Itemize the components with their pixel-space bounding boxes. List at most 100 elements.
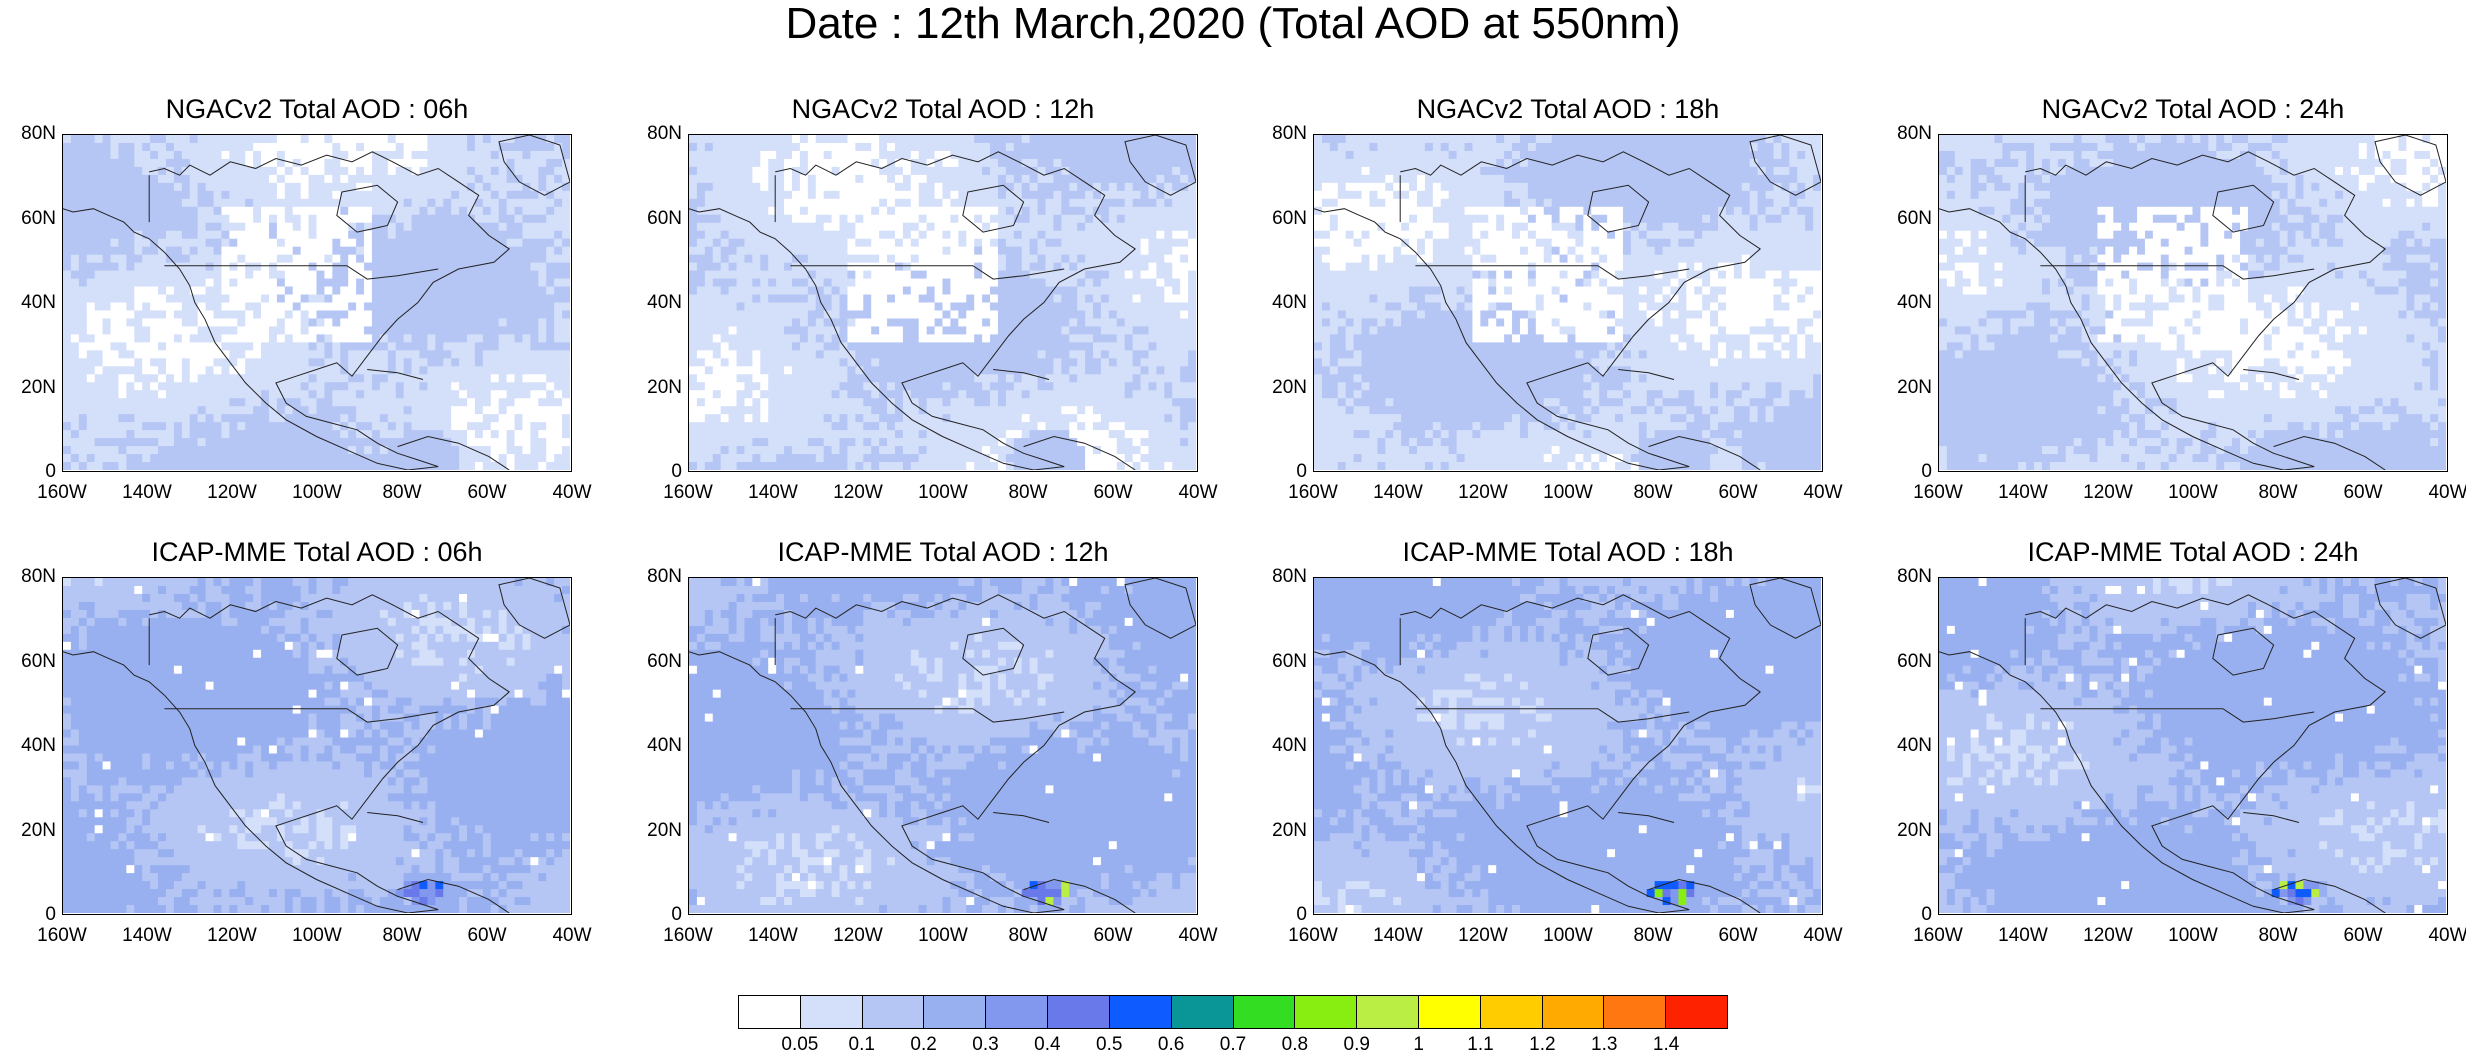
aod-cell xyxy=(1013,190,1023,200)
aod-cell xyxy=(1061,350,1070,359)
aod-cell xyxy=(181,422,191,431)
aod-cell xyxy=(498,310,508,320)
aod-cell xyxy=(205,318,215,328)
aod-cell xyxy=(395,398,405,407)
aod-cell xyxy=(110,246,120,256)
aod-cell xyxy=(332,454,341,463)
aod-cell xyxy=(1069,135,1078,144)
aod-cell xyxy=(1037,382,1047,391)
aod-cell xyxy=(443,142,452,152)
aod-cell xyxy=(158,326,167,336)
aod-cell xyxy=(831,398,841,407)
aod-cell xyxy=(1021,294,1031,304)
aod-cell xyxy=(181,190,191,200)
aod-cell xyxy=(1108,182,1118,192)
aod-cell xyxy=(197,390,207,399)
aod-cell xyxy=(538,350,547,359)
aod-cell xyxy=(229,302,238,312)
aod-cell xyxy=(1013,174,1023,184)
aod-cell xyxy=(831,366,841,375)
aod-cell xyxy=(934,135,944,144)
aod-cell xyxy=(482,246,492,256)
aod-cell xyxy=(1164,262,1173,272)
aod-cell xyxy=(934,278,944,288)
aod-cell xyxy=(403,390,413,399)
aod-cell xyxy=(237,422,246,431)
aod-cell xyxy=(831,150,841,160)
aod-cell xyxy=(189,270,199,280)
lat-tick-label: 60N xyxy=(0,208,56,230)
aod-cell xyxy=(261,342,270,351)
aod-cell xyxy=(332,286,341,296)
aod-cell xyxy=(554,430,563,439)
aod-cell xyxy=(1013,350,1023,359)
aod-cell xyxy=(411,222,421,232)
aod-cell xyxy=(300,206,310,216)
aod-cell xyxy=(982,334,991,343)
aod-cell xyxy=(70,414,80,423)
aod-cell xyxy=(340,462,349,470)
aod-cell xyxy=(284,462,294,470)
aod-cell xyxy=(459,150,468,160)
aod-cell xyxy=(1093,238,1102,248)
aod-cell xyxy=(276,286,286,296)
aod-cell xyxy=(253,142,262,152)
aod-cell xyxy=(70,230,80,240)
aod-cell xyxy=(1029,214,1039,224)
aod-cell xyxy=(1013,214,1023,224)
aod-cell xyxy=(768,406,777,415)
aod-cell xyxy=(1140,406,1150,415)
aod-cell xyxy=(887,366,896,375)
aod-cell xyxy=(538,214,547,224)
aod-cell xyxy=(165,135,175,144)
aod-cell xyxy=(879,214,888,224)
aod-cell xyxy=(467,366,476,375)
aod-cell xyxy=(1029,254,1039,264)
aod-cell xyxy=(221,150,230,160)
aod-cell xyxy=(506,334,516,343)
aod-cell xyxy=(268,135,278,144)
aod-cell xyxy=(950,294,959,304)
aod-cell xyxy=(181,150,191,160)
aod-cell xyxy=(1116,302,1126,312)
aod-cell xyxy=(158,366,167,375)
aod-cell xyxy=(102,462,112,470)
aod-cell xyxy=(308,214,318,224)
aod-cell xyxy=(752,334,761,343)
aod-cell xyxy=(776,182,785,192)
aod-cell xyxy=(974,342,983,351)
aod-cell xyxy=(982,135,991,144)
aod-cell xyxy=(443,454,452,463)
aod-cell xyxy=(371,150,381,160)
aod-cell xyxy=(356,374,365,383)
aod-cell xyxy=(799,270,809,280)
aod-cell xyxy=(768,342,777,351)
aod-cell xyxy=(1100,166,1110,176)
aod-cell xyxy=(292,182,302,192)
aod-cell xyxy=(173,358,183,367)
aod-cell xyxy=(1100,294,1110,304)
aod-cell xyxy=(316,230,326,240)
aod-cell xyxy=(1013,398,1023,407)
aod-cell xyxy=(1124,150,1134,160)
aod-cell xyxy=(966,278,975,288)
aod-cell xyxy=(110,310,120,320)
aod-cell xyxy=(403,430,413,439)
aod-cell xyxy=(1053,278,1062,288)
aod-cell xyxy=(435,270,444,280)
aod-cell xyxy=(435,358,444,367)
aod-cell xyxy=(118,270,127,280)
aod-cell xyxy=(150,374,159,383)
aod-cell xyxy=(63,406,72,415)
aod-cell xyxy=(387,390,397,399)
aod-cell xyxy=(348,246,357,256)
aod-cell xyxy=(110,318,120,328)
aod-cell xyxy=(538,422,547,431)
aod-cell xyxy=(205,158,215,168)
aod-cell xyxy=(165,326,175,336)
aod-cell xyxy=(863,158,872,168)
aod-cell xyxy=(752,166,761,176)
aod-cell xyxy=(728,230,738,240)
aod-cell xyxy=(94,238,104,248)
aod-cell xyxy=(324,326,333,336)
